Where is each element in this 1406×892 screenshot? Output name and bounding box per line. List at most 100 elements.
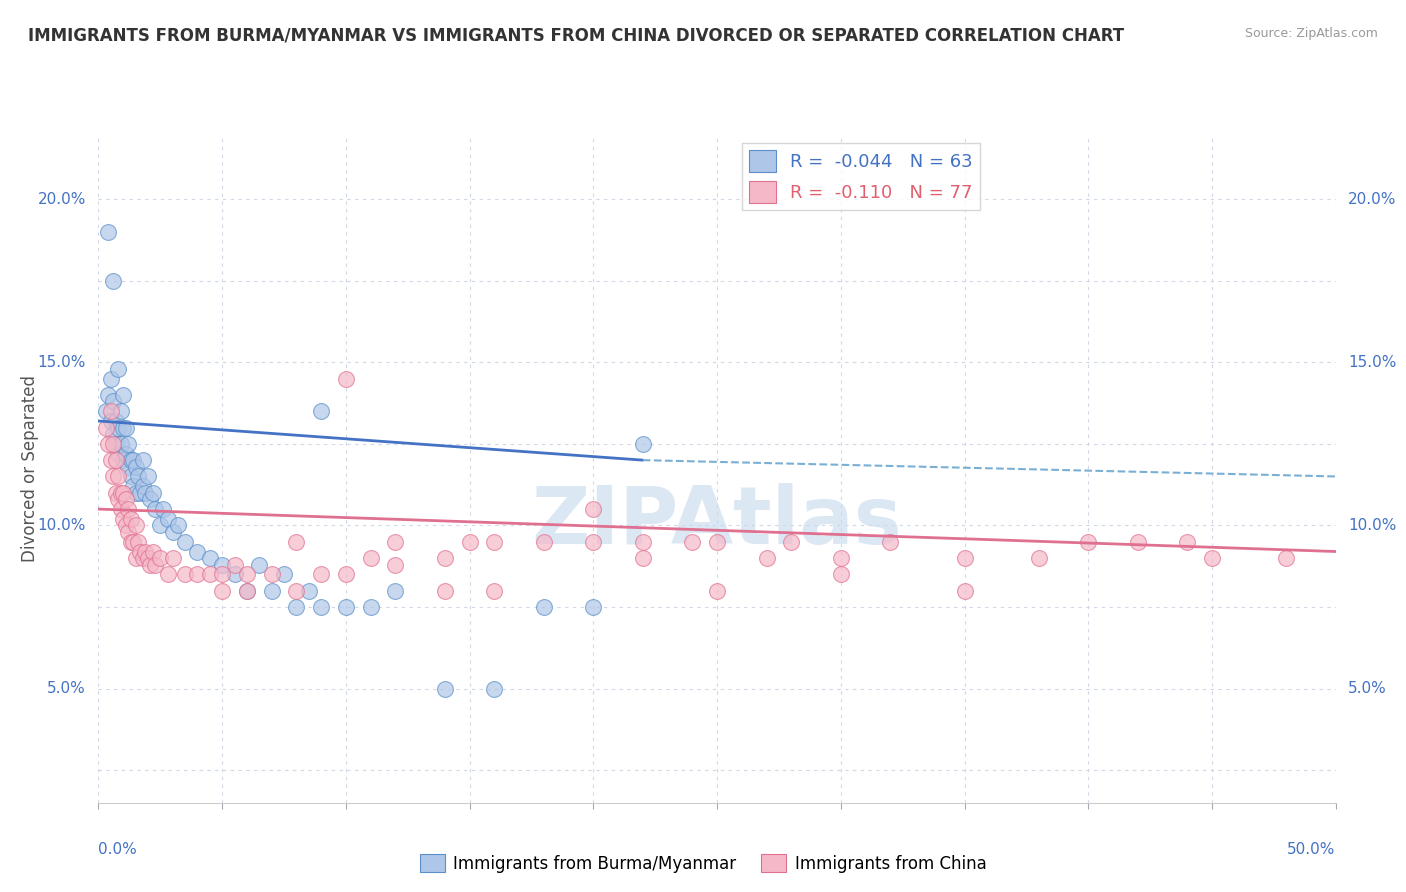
Point [103,427,125,442]
Point [100,371,122,385]
Point [129,485,152,500]
Point [110,404,132,418]
Point [117,437,139,451]
Point [755,551,778,566]
Text: Source: ZipAtlas.com: Source: ZipAtlas.com [1244,27,1378,40]
Point [97,437,120,451]
Point [94,420,117,434]
Point [152,502,174,516]
Point [247,558,270,572]
Point [384,534,406,549]
Point [1275,551,1298,566]
Point [122,453,145,467]
Point [211,583,233,598]
Point [681,534,703,549]
Point [112,420,135,434]
Point [120,512,142,526]
Point [224,567,246,582]
Point [103,274,125,288]
Point [139,558,162,572]
Point [484,534,506,549]
Point [127,469,149,483]
Point [104,485,127,500]
Point [114,447,136,461]
Point [1028,551,1050,566]
Point [335,567,357,582]
Point [97,388,120,402]
Point [533,534,555,549]
Text: 20.0%: 20.0% [1348,192,1396,207]
Point [132,551,155,566]
Point [285,534,308,549]
Point [132,453,155,467]
Text: Divorced or Separated: Divorced or Separated [21,375,39,562]
Point [830,551,852,566]
Point [174,534,197,549]
Point [582,502,605,516]
Point [236,583,259,598]
Point [142,485,165,500]
Point [114,492,136,507]
Point [110,502,132,516]
Point [186,544,208,558]
Point [156,567,179,582]
Point [107,420,129,434]
Point [114,420,136,434]
Point [117,524,139,539]
Point [309,599,332,614]
Point [143,558,166,572]
Point [110,485,132,500]
Point [631,437,654,451]
Point [97,225,120,239]
Point [162,551,184,566]
Point [103,437,125,451]
Text: 10.0%: 10.0% [38,518,86,533]
Point [136,551,159,566]
Point [631,534,654,549]
Point [830,567,852,582]
Point [260,567,283,582]
Point [100,453,122,467]
Point [1126,534,1149,549]
Point [124,485,146,500]
Point [631,551,654,566]
Legend: Immigrants from Burma/Myanmar, Immigrants from China: Immigrants from Burma/Myanmar, Immigrant… [413,847,993,880]
Point [120,453,142,467]
Legend: R =  -0.044   N = 63, R =  -0.110   N = 77: R = -0.044 N = 63, R = -0.110 N = 77 [741,143,980,211]
Point [285,583,308,598]
Point [780,534,803,549]
Point [134,544,156,558]
Point [706,534,728,549]
Point [236,567,259,582]
Point [879,534,901,549]
Point [458,534,481,549]
Text: IMMIGRANTS FROM BURMA/MYANMAR VS IMMIGRANTS FROM CHINA DIVORCED OR SEPARATED COR: IMMIGRANTS FROM BURMA/MYANMAR VS IMMIGRA… [28,27,1125,45]
Point [273,567,295,582]
Point [112,512,135,526]
Point [112,485,135,500]
Point [484,583,506,598]
Point [127,534,149,549]
Point [236,583,259,598]
Point [134,485,156,500]
Point [107,361,129,376]
Point [156,512,179,526]
Text: 5.0%: 5.0% [48,681,86,696]
Point [117,459,139,474]
Point [149,551,172,566]
Point [103,469,125,483]
Text: 15.0%: 15.0% [1348,355,1396,370]
Point [124,551,146,566]
Text: 50.0%: 50.0% [1288,842,1336,857]
Text: 10.0%: 10.0% [1348,518,1396,533]
Point [112,453,135,467]
Point [953,583,976,598]
Text: 5.0%: 5.0% [1348,681,1386,696]
Point [143,502,166,516]
Point [335,599,357,614]
Point [104,414,127,428]
Point [211,567,233,582]
Point [360,599,382,614]
Point [107,447,129,461]
Point [122,534,145,549]
